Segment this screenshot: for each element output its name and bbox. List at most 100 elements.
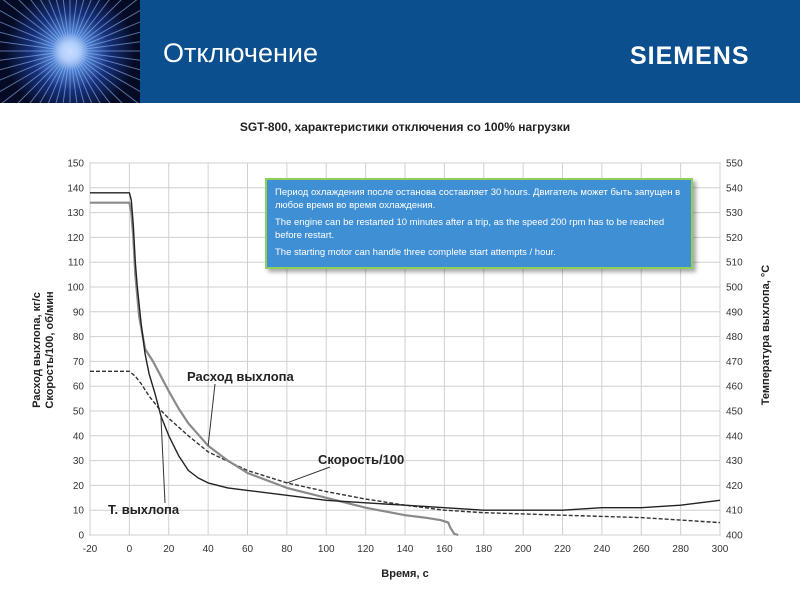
- y-tick-label: 80: [73, 332, 85, 343]
- y2-tick-label: 420: [726, 481, 743, 492]
- ray: [0, 41, 71, 52]
- x-tick-label: 120: [357, 544, 374, 555]
- y2-tick-label: 460: [726, 382, 743, 393]
- y2-tick-label: 490: [726, 307, 743, 318]
- ray: [69, 50, 140, 81]
- x-tick-label: 220: [554, 544, 571, 555]
- ray: [69, 50, 85, 103]
- y-tick-label: 40: [73, 431, 85, 442]
- ray: [69, 50, 139, 103]
- ray: [39, 0, 71, 52]
- ray: [69, 50, 78, 103]
- ray: [69, 0, 85, 52]
- ray: [47, 50, 71, 103]
- ray: [0, 21, 71, 52]
- ray: [1, 50, 71, 103]
- x-tick-label: 0: [127, 544, 133, 555]
- y-axis-ticks: 0 10 20 30 40 50 60 70 80 90 100 110 120 130 140 150: [67, 159, 84, 542]
- note-line: Период охлаждения после останова составл…: [275, 187, 681, 211]
- callout-temp: Т. выхлопа: [108, 502, 180, 517]
- leader-temp: [160, 415, 166, 504]
- y-tick-label: 120: [67, 233, 84, 244]
- y2-tick-label: 430: [726, 456, 743, 467]
- y-tick-label: 30: [73, 456, 85, 467]
- x-tick-label: 300: [712, 544, 729, 555]
- y-tick-label: 0: [78, 531, 84, 542]
- y2-tick-label: 540: [726, 183, 743, 194]
- ray: [0, 31, 71, 52]
- x-tick-label: 240: [594, 544, 611, 555]
- y2-tick-label: 410: [726, 506, 743, 517]
- x-tick-label: 200: [515, 544, 532, 555]
- y2-axis-title: Температура выхлопа, °C: [760, 265, 772, 406]
- ray: [17, 50, 71, 103]
- callout-leaders: [160, 383, 331, 504]
- ray: [62, 50, 71, 103]
- y-axis-title-line2: Скорость/100, об/мин: [44, 291, 56, 408]
- ray: [55, 50, 71, 103]
- ray: [69, 50, 111, 103]
- series-line-temp: [90, 192, 721, 511]
- y2-tick-label: 440: [726, 431, 743, 442]
- x-tick-label: 160: [436, 544, 453, 555]
- x-tick-label: 100: [318, 544, 335, 555]
- series-lines: [90, 192, 721, 537]
- note-box: Период охлаждения после останова составл…: [265, 178, 693, 269]
- y2-tick-label: 500: [726, 283, 743, 294]
- ray: [0, 50, 71, 61]
- ray: [69, 21, 140, 52]
- ray: [69, 50, 140, 71]
- ray: [18, 0, 71, 52]
- y-tick-label: 150: [67, 159, 84, 170]
- x-tick-label: 140: [397, 544, 414, 555]
- x-tick-label: 180: [475, 544, 492, 555]
- ray: [39, 50, 71, 103]
- ray: [0, 50, 71, 81]
- y2-tick-label: 450: [726, 407, 743, 418]
- y2-axis-ticks: 400 410 420 430 440 450 460 470 480 490 500 510 520 5…: [726, 159, 743, 542]
- y2-tick-label: 520: [726, 233, 743, 244]
- callout-flow: Расход выхлопа: [187, 369, 295, 384]
- note-line: The starting motor can handle three comp…: [275, 247, 556, 258]
- y-tick-label: 20: [73, 481, 85, 492]
- x-tick-label: 280: [672, 544, 689, 555]
- y-tick-label: 110: [68, 258, 84, 269]
- ray: [69, 0, 110, 52]
- x-tick-label: 260: [633, 544, 650, 555]
- leader-speed: [286, 466, 331, 484]
- y-tick-label: 70: [73, 357, 85, 368]
- ray: [48, 0, 71, 52]
- y2-tick-label: 470: [726, 357, 743, 368]
- ray: [69, 31, 140, 52]
- y-axis-title-line1: Расход выхлопа, кг/с: [31, 292, 43, 408]
- slide-header: Отключение SIEMENS: [0, 0, 800, 103]
- ray: [69, 41, 140, 52]
- x-tick-label: 40: [203, 544, 215, 555]
- ray: [69, 0, 122, 52]
- ray: [69, 0, 101, 52]
- ray: [69, 50, 123, 103]
- ray: [69, 50, 140, 92]
- page-title: Отключение: [163, 38, 318, 68]
- y2-tick-label: 400: [726, 531, 743, 542]
- ray: [2, 0, 71, 52]
- ray: [0, 10, 71, 52]
- y-tick-label: 90: [73, 307, 85, 318]
- series-line-speed: [90, 370, 721, 524]
- y2-tick-label: 510: [726, 258, 743, 269]
- y2-tick-label: 530: [726, 208, 743, 219]
- ray: [69, 0, 78, 52]
- ray: [62, 0, 71, 52]
- y-tick-label: 140: [67, 183, 84, 194]
- siemens-logo: SIEMENS: [630, 42, 750, 70]
- y2-tick-label: 480: [726, 332, 743, 343]
- y-tick-label: 10: [73, 506, 85, 517]
- ray: [69, 50, 93, 103]
- ray: [0, 50, 71, 71]
- y2-tick-label: 550: [726, 159, 743, 170]
- ray: [0, 50, 71, 92]
- ray: [69, 0, 92, 52]
- y-tick-label: 100: [67, 283, 84, 294]
- y-tick-label: 130: [67, 208, 84, 219]
- note-line: The engine can be restarted 10 minutes a…: [275, 217, 665, 241]
